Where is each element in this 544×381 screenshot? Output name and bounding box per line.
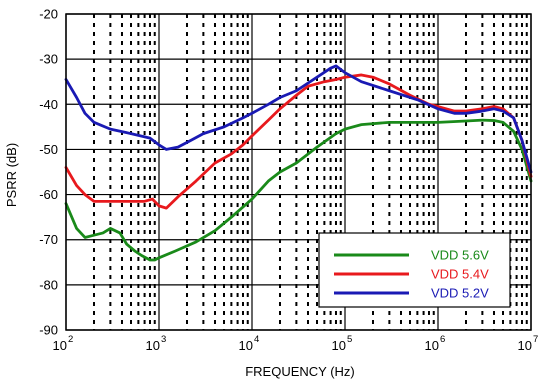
x-tick-exponent: 2: [68, 334, 73, 345]
legend: VDD 5.6V VDD 5.4V VDD 5.2V: [318, 232, 511, 308]
x-tick-label: 10 4: [239, 334, 260, 353]
x-tick-base: 10: [53, 338, 67, 353]
series-lines: [64, 64, 533, 262]
x-tick-label: 10 7: [518, 334, 539, 353]
x-tick-exponent: 3: [161, 334, 166, 345]
x-tick-label: 10 2: [53, 334, 74, 353]
y-tick-label: -60: [39, 187, 58, 202]
x-tick-base: 10: [332, 338, 346, 353]
x-tick-base: 10: [146, 338, 160, 353]
x-axis-label: FREQUENCY (Hz): [245, 364, 355, 379]
y-axis-label: PSRR (dB): [4, 143, 19, 207]
x-tick-exponent: 7: [533, 334, 538, 345]
y-tick-label: -70: [39, 232, 58, 247]
plot-frame: [65, 13, 532, 331]
legend-label: VDD 5.4V: [431, 267, 489, 282]
y-tick-label: -80: [39, 277, 58, 292]
x-tick-exponent: 6: [440, 334, 445, 345]
y-tick-label: -40: [39, 97, 58, 112]
plot-border: [65, 13, 532, 331]
legend-box: [318, 232, 511, 308]
x-tick-base: 10: [239, 338, 253, 353]
x-tick-base: 10: [425, 338, 439, 353]
legend-label: VDD 5.6V: [431, 248, 489, 263]
x-tick-exponent: 5: [347, 334, 352, 345]
x-tick-label: 10 3: [146, 334, 167, 353]
series-line-vdd-5-2v: [64, 64, 533, 174]
series-line-vdd-5-4v: [64, 73, 533, 210]
y-tick-label: -20: [39, 7, 58, 22]
x-tick-base: 10: [518, 338, 532, 353]
x-tick-exponent: 4: [254, 334, 259, 345]
y-tick-label: -30: [39, 52, 58, 67]
legend-label: VDD 5.2V: [431, 286, 489, 301]
x-tick-label: 10 6: [425, 334, 446, 353]
x-tick-label: 10 5: [332, 334, 353, 353]
series-line-vdd-5-6v: [64, 118, 533, 262]
y-tick-label: -50: [39, 142, 58, 157]
y-tick-label: -90: [39, 323, 58, 338]
